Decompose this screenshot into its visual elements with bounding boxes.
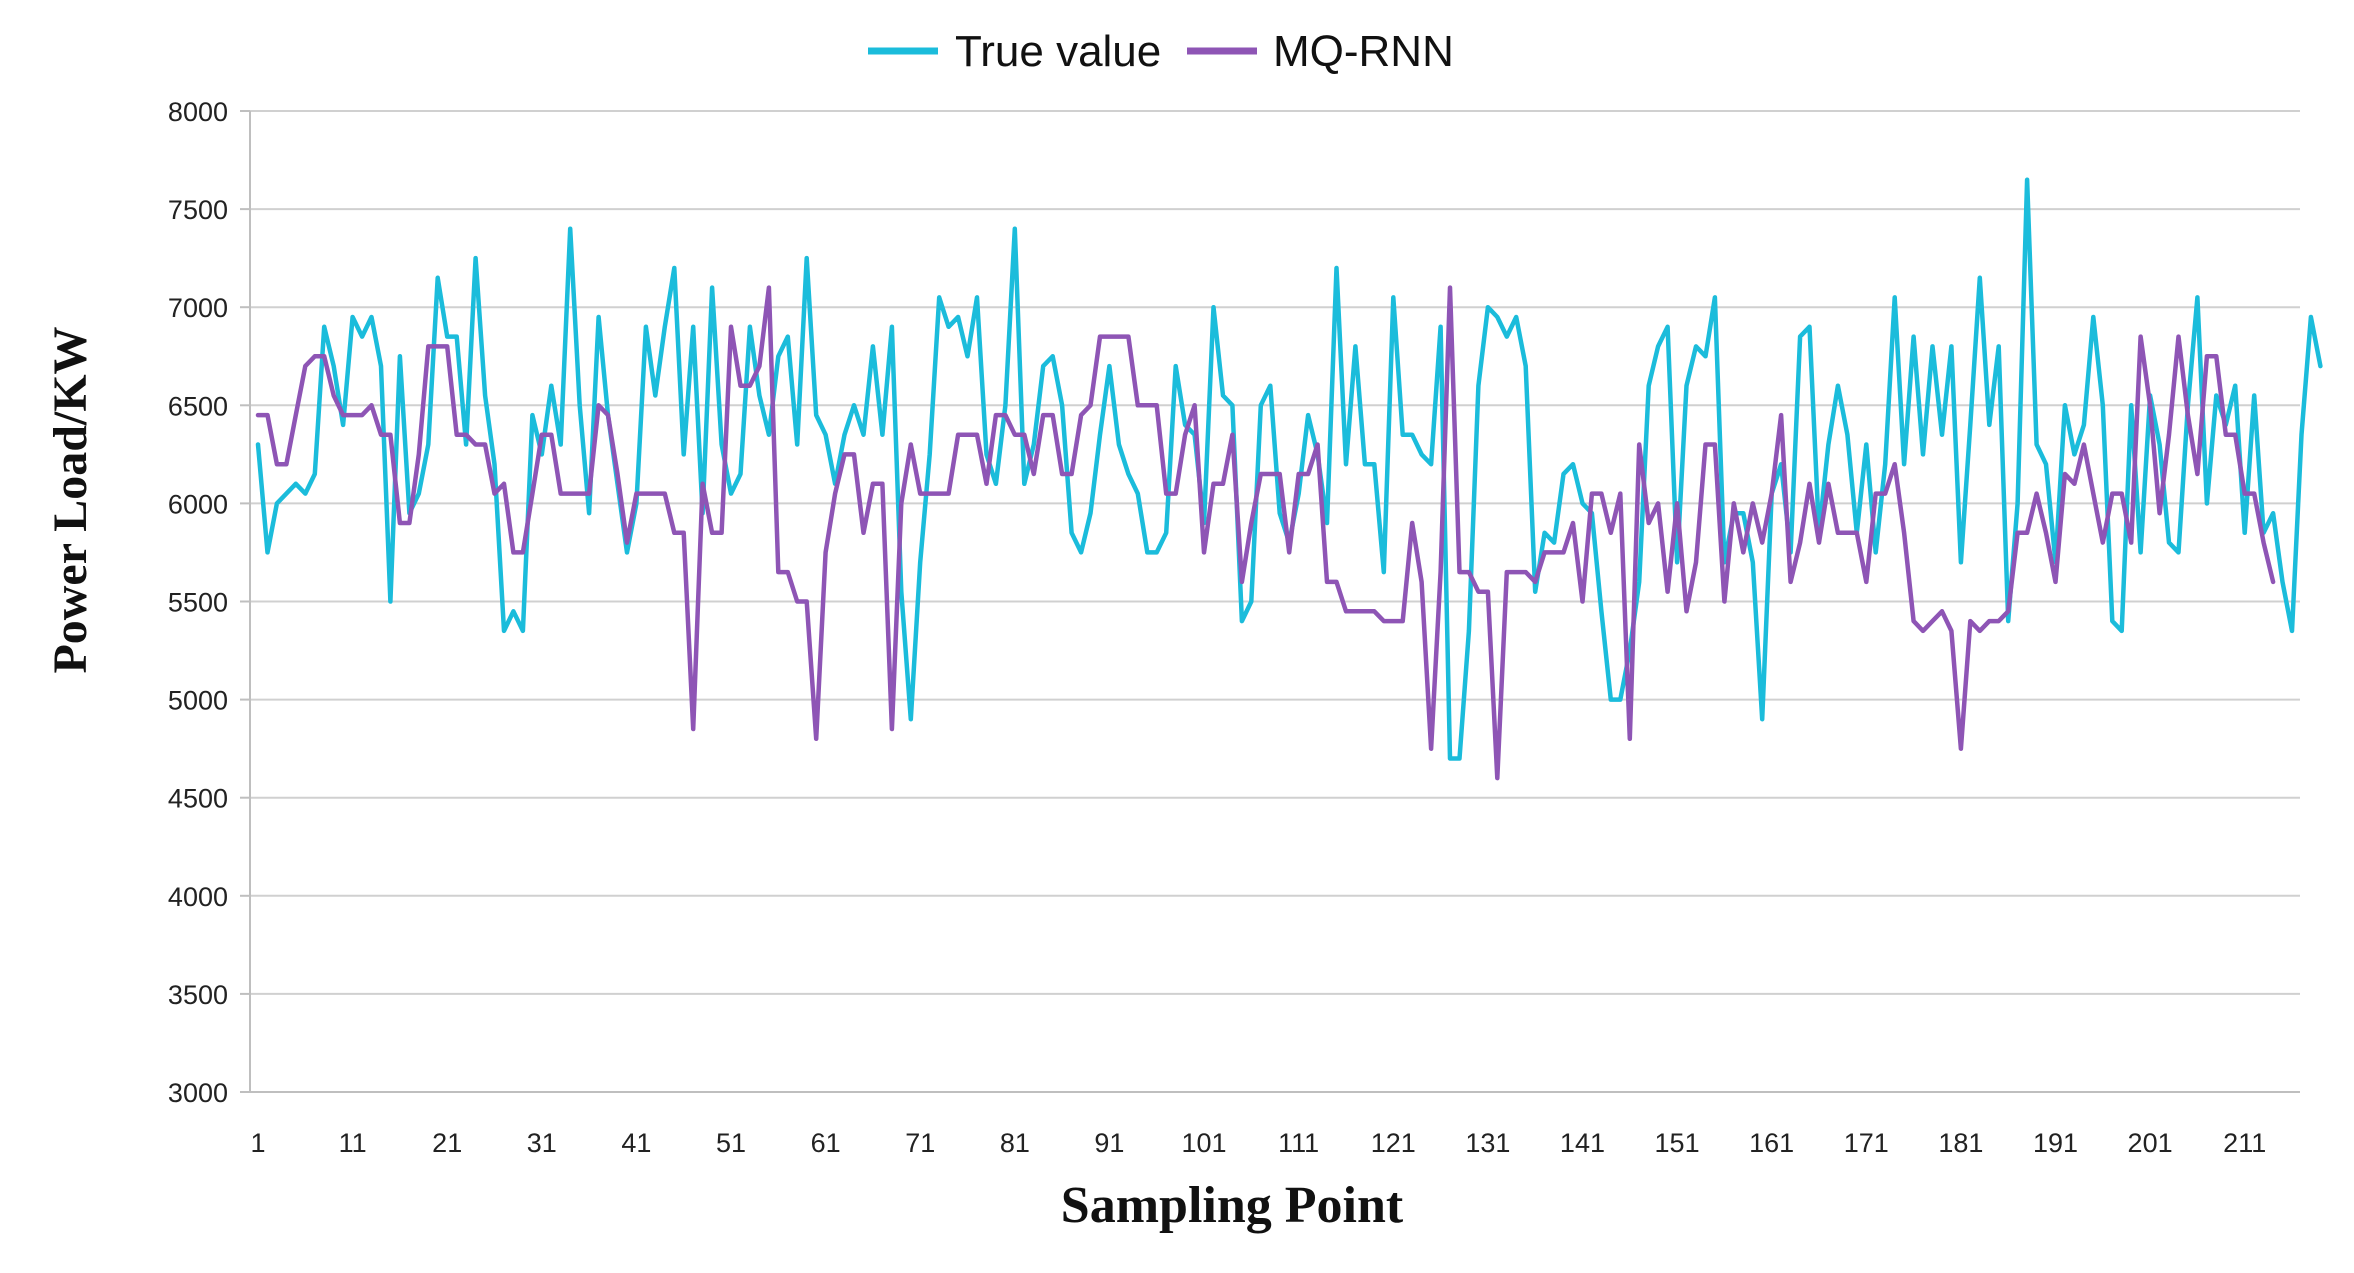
gridlines bbox=[250, 110, 2300, 995]
x-tick-label: 11 bbox=[339, 1128, 367, 1158]
x-tick-label: 171 bbox=[1844, 1128, 1889, 1158]
y-tick-labels: 3000 3500 4000 4500 5000 5500 6000 6500 7000 7500… bbox=[168, 97, 250, 1108]
x-tick-label: 121 bbox=[1371, 1128, 1416, 1158]
x-tick-label: 41 bbox=[621, 1128, 651, 1158]
y-tick-label: 4000 bbox=[168, 882, 228, 912]
x-tick-label: 1 bbox=[250, 1128, 265, 1158]
x-tick-label: 101 bbox=[1182, 1128, 1227, 1158]
y-tick-label: 5000 bbox=[168, 686, 228, 716]
y-tick-label: 4500 bbox=[168, 784, 228, 814]
x-axis-title: Sampling Point bbox=[1061, 1177, 1404, 1234]
x-tick-label: 181 bbox=[1938, 1128, 1983, 1158]
y-tick-label: 5500 bbox=[168, 588, 228, 618]
legend-label-mq-rnn: MQ-RNN bbox=[1273, 27, 1454, 76]
y-tick-label: 3500 bbox=[168, 980, 228, 1010]
y-tick-label: 3000 bbox=[168, 1078, 228, 1108]
legend-label-true-value: True value bbox=[955, 27, 1161, 76]
x-tick-label: 191 bbox=[2033, 1128, 2078, 1158]
y-tick-label: 7500 bbox=[168, 195, 228, 225]
x-tick-label: 211 bbox=[2223, 1128, 2266, 1158]
x-tick-label: 131 bbox=[1465, 1128, 1510, 1158]
y-tick-label: 6500 bbox=[168, 391, 228, 421]
series-line-mq-rnn bbox=[255, 285, 2276, 781]
x-tick-label: 91 bbox=[1094, 1128, 1124, 1158]
x-tick-labels: 1 11 21 31 41 51 61 71 81 91 101 111 121 131 141 151 161… bbox=[250, 1128, 2266, 1158]
x-tick-label: 81 bbox=[1000, 1128, 1030, 1158]
x-tick-label: 31 bbox=[527, 1128, 557, 1158]
x-tick-label: 71 bbox=[905, 1128, 935, 1158]
x-tick-label: 161 bbox=[1749, 1128, 1794, 1158]
series-lines bbox=[255, 177, 2323, 781]
x-tick-label: 141 bbox=[1560, 1128, 1605, 1158]
y-tick-label: 8000 bbox=[168, 97, 228, 127]
x-tick-label: 111 bbox=[1278, 1128, 1319, 1158]
x-tick-label: 201 bbox=[2128, 1128, 2173, 1158]
y-tick-label: 7000 bbox=[168, 293, 228, 323]
legend: True value MQ-RNN bbox=[868, 27, 1454, 76]
y-axis-title: Power Load/KW bbox=[44, 326, 97, 673]
x-tick-label: 21 bbox=[432, 1128, 462, 1158]
y-tick-label: 6000 bbox=[168, 489, 228, 519]
series-line-true-value bbox=[255, 177, 2323, 761]
x-tick-label: 51 bbox=[716, 1128, 746, 1158]
x-tick-label: 151 bbox=[1655, 1128, 1700, 1158]
x-tick-label: 61 bbox=[811, 1128, 841, 1158]
